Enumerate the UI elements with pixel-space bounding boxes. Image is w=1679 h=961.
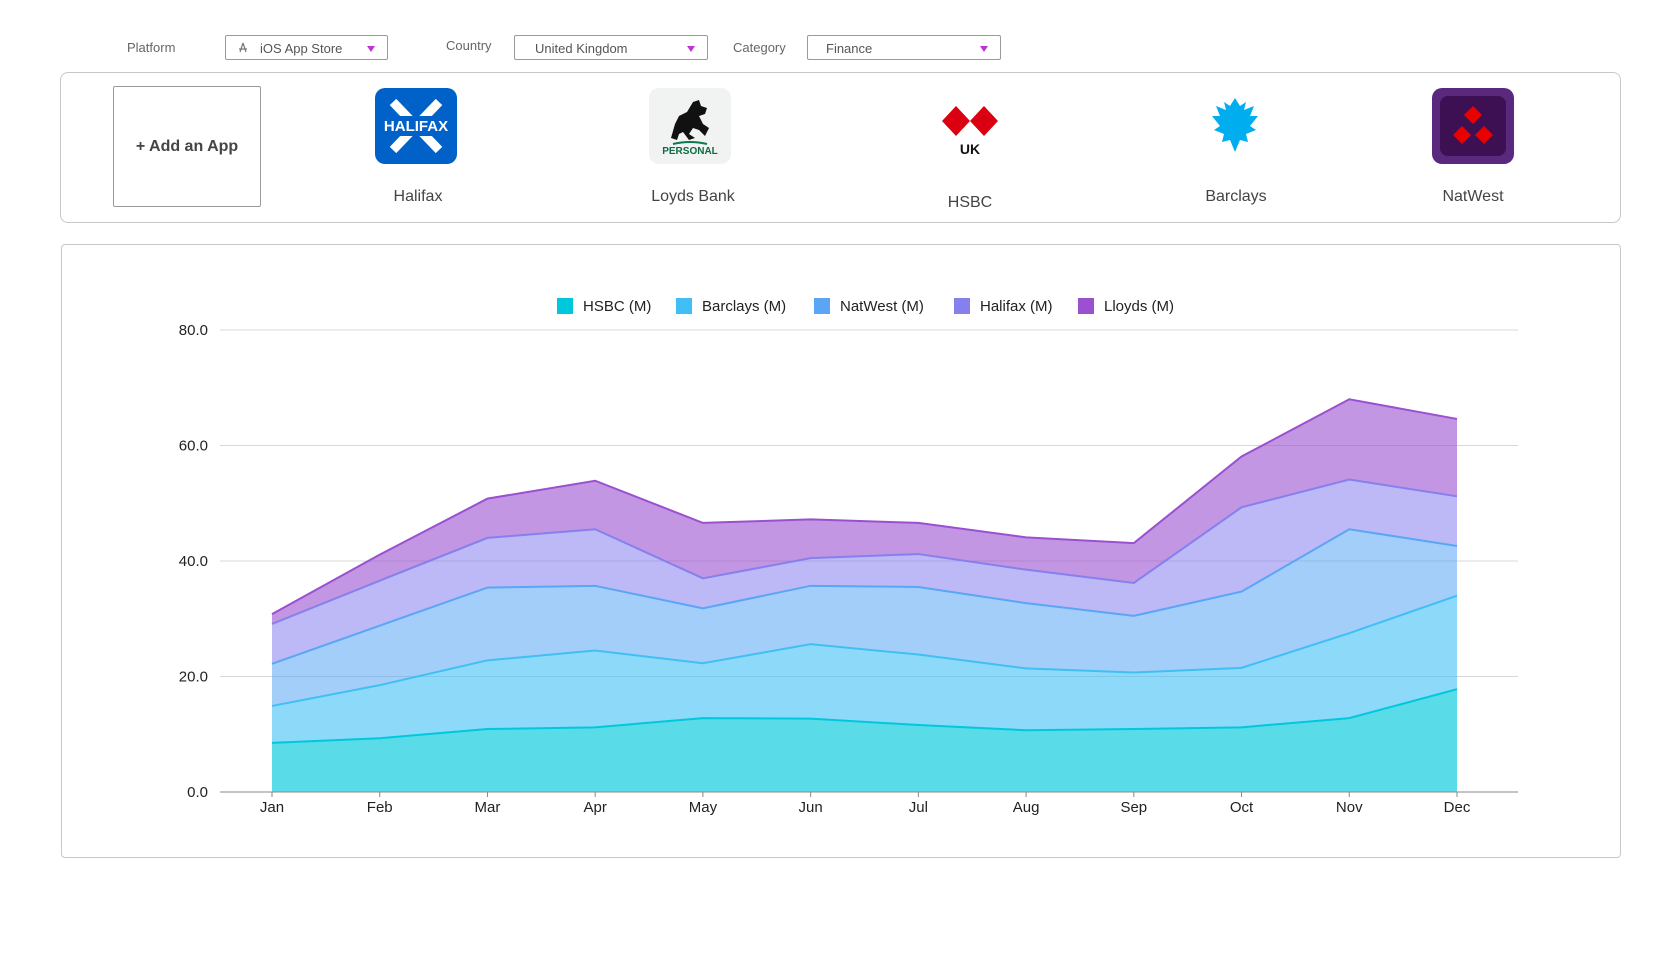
y-tick-label: 80.0 (179, 322, 208, 339)
app-store-icon (237, 42, 249, 57)
country-select[interactable]: United Kingdom (514, 35, 708, 60)
app-name-hsbc: HSBC (947, 194, 993, 211)
line-barclays (271, 594, 1458, 707)
legend-swatch (954, 298, 970, 314)
platform-select[interactable]: iOS App Store (225, 35, 388, 60)
natwest-logo-icon[interactable] (1432, 88, 1514, 164)
svg-text:UK: UK (960, 141, 980, 157)
legend-item[interactable]: Lloyds (M) (1078, 298, 1174, 315)
x-tick-label: May (689, 799, 718, 816)
category-select[interactable]: Finance (807, 35, 1001, 60)
area-halifax (272, 479, 1457, 664)
line-hsbc (271, 688, 1458, 744)
line-halifax (271, 478, 1458, 625)
x-tick-label: Sep (1120, 799, 1147, 816)
x-tick-label: Oct (1230, 799, 1254, 816)
apps-panel: + Add an App HALIFAX Halifax PERSONAL Lo… (60, 72, 1621, 223)
legend-swatch (814, 298, 830, 314)
app-name-lloyds: Loyds Bank (651, 188, 735, 205)
area-lloyds (272, 399, 1457, 624)
platform-value: iOS App Store (260, 41, 343, 56)
legend-swatch (557, 298, 573, 314)
chart-panel: 0.0 20.0 40.0 60.0 80.0 Jan Feb Mar Apr May Jun Jul… (61, 244, 1621, 858)
add-app-button[interactable]: + Add an App (113, 86, 261, 207)
x-tick-label: Jun (799, 799, 823, 816)
app-name-natwest: NatWest (1442, 188, 1504, 205)
platform-label: Platform (127, 40, 176, 55)
lloyds-horse-logo-icon[interactable]: PERSONAL (649, 88, 731, 164)
y-tick-label: 40.0 (179, 553, 208, 570)
legend-swatch (676, 298, 692, 314)
chevron-down-icon (687, 46, 695, 52)
svg-text:HALIFAX: HALIFAX (384, 118, 448, 135)
x-tick-label: Apr (584, 799, 607, 816)
legend-label: Barclays (M) (702, 298, 786, 315)
category-value: Finance (826, 41, 873, 56)
app-name-barclays: Barclays (1205, 188, 1267, 205)
category-label: Category (733, 40, 786, 55)
barclays-eagle-logo-icon[interactable] (1194, 88, 1276, 164)
halifax-logo-icon[interactable]: HALIFAX (375, 88, 457, 164)
legend-label: Lloyds (M) (1104, 298, 1174, 315)
legend-label: Halifax (M) (980, 298, 1053, 315)
x-tick-label: Feb (367, 799, 393, 816)
legend-label: HSBC (M) (583, 298, 651, 315)
y-tick-label: 0.0 (187, 784, 208, 801)
hsbc-hexagon-logo-icon[interactable]: UK (929, 88, 1011, 164)
legend-item[interactable]: NatWest (M) (814, 298, 924, 315)
x-tick-label: Jul (909, 799, 928, 816)
x-tick-label: Nov (1336, 799, 1363, 816)
line-natwest (271, 528, 1458, 665)
svg-text:PERSONAL: PERSONAL (662, 146, 718, 157)
x-tick-label: Aug (1013, 799, 1040, 816)
app-name-halifax: Halifax (393, 188, 443, 205)
country-label: Country (446, 38, 492, 53)
chevron-down-icon (980, 46, 988, 52)
chevron-down-icon (367, 46, 375, 52)
area-hsbc (272, 689, 1457, 792)
legend-label: NatWest (M) (840, 298, 924, 315)
x-tick-label: Jan (260, 799, 284, 816)
x-tick-label: Mar (475, 799, 501, 816)
area-barclays (272, 595, 1457, 743)
line-lloyds (271, 398, 1458, 616)
y-tick-label: 20.0 (179, 669, 208, 686)
legend-item[interactable]: HSBC (M) (557, 298, 651, 315)
country-value: United Kingdom (535, 41, 628, 56)
area-natwest (272, 529, 1457, 706)
x-tick-label: Dec (1444, 799, 1471, 816)
stacked-area-chart: 0.0 20.0 40.0 60.0 80.0 Jan Feb Mar Apr May Jun Jul… (179, 298, 1518, 816)
legend-item[interactable]: Barclays (M) (676, 298, 786, 315)
legend-item[interactable]: Halifax (M) (954, 298, 1053, 315)
y-tick-label: 60.0 (179, 438, 208, 455)
legend-swatch (1078, 298, 1094, 314)
